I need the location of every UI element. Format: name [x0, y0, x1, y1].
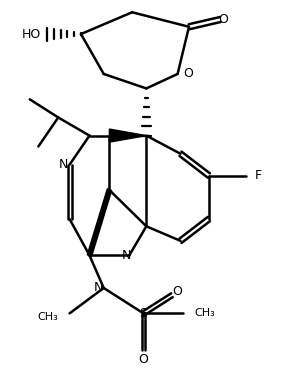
- Text: O: O: [183, 67, 193, 80]
- Text: HO: HO: [22, 27, 41, 41]
- Text: CH₃: CH₃: [38, 312, 58, 322]
- Text: O: O: [139, 353, 148, 366]
- Text: N: N: [93, 282, 103, 295]
- Text: O: O: [172, 285, 182, 298]
- Text: N: N: [59, 158, 69, 171]
- Text: S: S: [139, 307, 148, 320]
- Text: CH₃: CH₃: [195, 308, 216, 318]
- Polygon shape: [109, 129, 146, 142]
- Text: F: F: [254, 169, 261, 182]
- Text: N: N: [122, 249, 131, 262]
- Text: O: O: [218, 13, 228, 26]
